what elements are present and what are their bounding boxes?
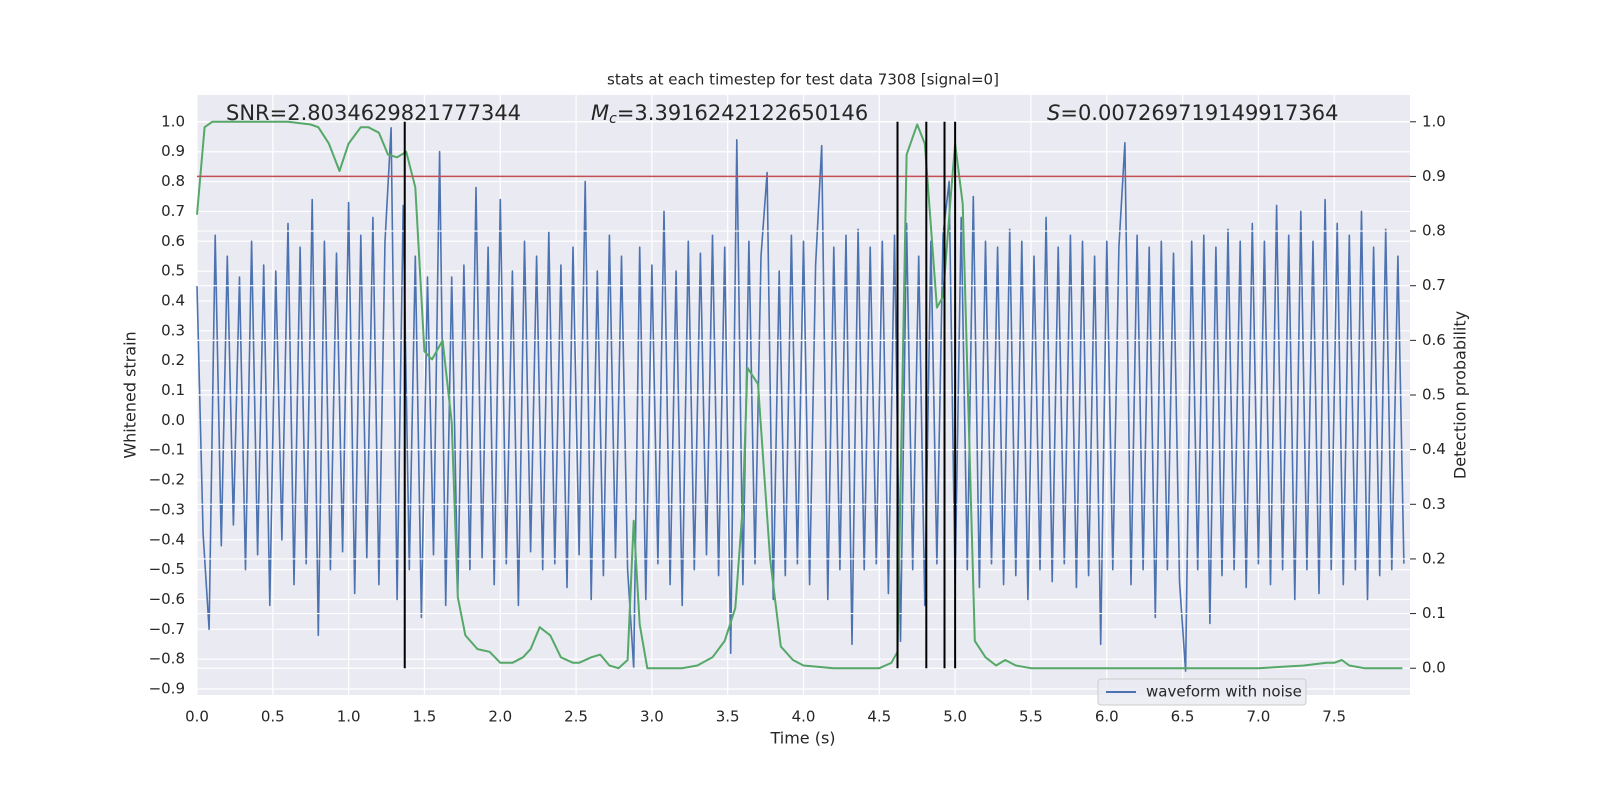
y2-tick-label: 0.9 xyxy=(1422,167,1446,185)
x-tick-label: 7.0 xyxy=(1246,708,1270,726)
series-line xyxy=(196,120,1403,670)
y-tick-label: 0.8 xyxy=(161,172,185,190)
y-tick-label: −0.4 xyxy=(149,530,185,548)
x-tick-label: 6.0 xyxy=(1095,708,1119,726)
legend-label: waveform with noise xyxy=(1146,683,1302,701)
x-tick-label: 7.5 xyxy=(1322,708,1346,726)
y-tick-label: −0.6 xyxy=(149,590,185,608)
y2-tick-label: 0.2 xyxy=(1422,549,1446,567)
annotation-value: =0.007269719149917364 xyxy=(1060,101,1338,125)
x-tick-label: 1.0 xyxy=(337,708,361,726)
x-tick-label: 4.0 xyxy=(792,708,816,726)
annotation-symbol: S xyxy=(1047,101,1060,125)
y-axis-label: Whitened strain xyxy=(121,331,140,458)
x-tick-label: 4.5 xyxy=(867,708,891,726)
y2-tick-label: 0.0 xyxy=(1422,659,1446,677)
legend-box xyxy=(1097,678,1307,706)
y-tick-label: −0.9 xyxy=(149,680,185,698)
y-tick-label: −0.8 xyxy=(149,650,185,668)
y-tick-label: −0.5 xyxy=(149,560,185,578)
x-tick-label: 0.0 xyxy=(185,708,209,726)
x-tick-label: 5.0 xyxy=(943,708,967,726)
annotation: SNR=2.8034629821777344 xyxy=(226,101,521,125)
y-tick-label: −0.2 xyxy=(149,471,185,489)
y-tick-label: 0.5 xyxy=(161,262,185,280)
annotation: S=0.007269719149917364 xyxy=(1047,101,1338,125)
y2-tick-label: 0.3 xyxy=(1422,495,1446,513)
y-tick-label: −0.1 xyxy=(149,441,185,459)
x-tick-label: 3.0 xyxy=(640,708,664,726)
series-line xyxy=(196,127,1405,672)
x-tick-label: 0.5 xyxy=(261,708,285,726)
annotation-value: =3.3916242122650146 xyxy=(617,101,868,125)
chart-title: stats at each timestep for test data 730… xyxy=(607,71,999,89)
y-tick-label: 1.0 xyxy=(161,112,185,130)
x-tick-label: 6.5 xyxy=(1171,708,1195,726)
y2-tick-label: 0.4 xyxy=(1422,440,1446,458)
over-layer xyxy=(196,120,1410,670)
y-tick-label: 0.6 xyxy=(161,232,185,250)
x-axis-label: Time (s) xyxy=(769,729,835,748)
x-tick-label: 3.5 xyxy=(716,708,740,726)
y-tick-label: 0.0 xyxy=(161,411,185,429)
x-tick-label: 2.5 xyxy=(564,708,588,726)
y2-tick-label: 0.7 xyxy=(1422,276,1446,294)
legend: waveform with noise xyxy=(1097,678,1307,706)
annotation: Mc=3.3916242122650146 xyxy=(591,101,868,127)
y2-tick-label: 0.1 xyxy=(1422,604,1446,622)
x-tick-label: 5.5 xyxy=(1019,708,1043,726)
y2-tick-label: 0.5 xyxy=(1422,386,1446,404)
y-tick-label: −0.3 xyxy=(149,500,185,518)
x-tick-label: 1.5 xyxy=(413,708,437,726)
annotation-symbol: M xyxy=(591,101,609,125)
annotation-subscript: c xyxy=(609,111,617,127)
y-tick-label: 0.9 xyxy=(161,142,185,160)
y-tick-label: 0.3 xyxy=(161,321,185,339)
x-tick-label: 2.0 xyxy=(488,708,512,726)
y2-axis-label: Detection probability xyxy=(1451,311,1470,479)
y-tick-label: 0.1 xyxy=(161,381,185,399)
y2-tick-label: 0.6 xyxy=(1422,331,1446,349)
y2-tick-label: 0.8 xyxy=(1422,222,1446,240)
y2-tick-label: 1.0 xyxy=(1422,112,1446,130)
y-tick-label: −0.7 xyxy=(149,620,185,638)
y-tick-label: 0.4 xyxy=(161,291,185,309)
y-tick-label: 0.2 xyxy=(161,351,185,369)
y-tick-label: 0.7 xyxy=(161,202,185,220)
